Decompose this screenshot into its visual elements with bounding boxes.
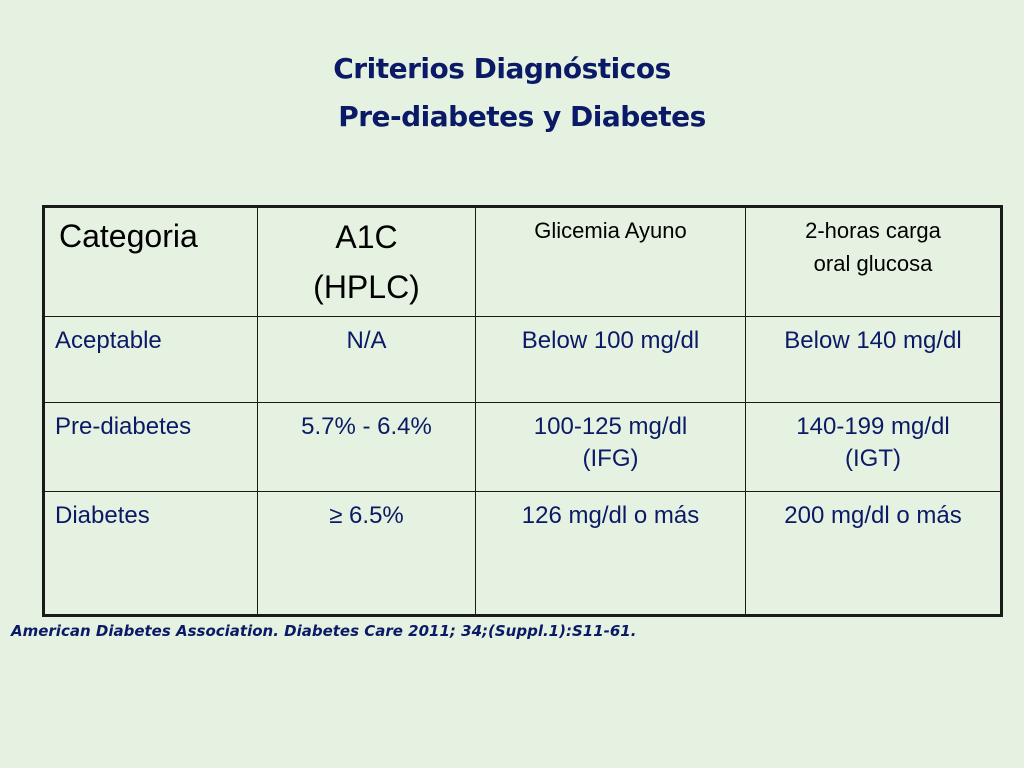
row-label-prediabetes: Pre-diabetes: [43, 402, 258, 492]
cell-carga-line2: (IGT): [845, 445, 901, 472]
cell-a1c: ≥ 6.5%: [257, 491, 476, 616]
cell-carga: 140-199 mg/dl (IGT): [745, 402, 1002, 492]
citation: American Diabetes Association. Diabetes …: [11, 622, 637, 640]
header-categoria: Categoria: [43, 206, 258, 317]
header-carga-line1: 2-horas carga: [805, 218, 941, 243]
header-glicemia: Glicemia Ayuno: [475, 206, 746, 317]
cell-glicemia: 100-125 mg/dl (IFG): [475, 402, 746, 492]
criteria-table: Categoria A1C (HPLC) Glicemia Ayuno 2-ho…: [42, 205, 1003, 617]
cell-a1c: N/A: [257, 316, 476, 403]
cell-glicemia-line1: 100-125 mg/dl: [533, 413, 688, 440]
header-a1c: A1C (HPLC): [257, 206, 476, 317]
cell-glicemia-line1: 126 mg/dl o más: [521, 502, 700, 529]
cell-a1c: 5.7% - 6.4%: [257, 402, 476, 492]
table-row: Diabetes ≥ 6.5% 126 mg/dl o más 200 mg/d…: [43, 491, 1002, 616]
cell-carga: 200 mg/dl o más: [745, 491, 1002, 616]
header-carga-line2: oral glucosa: [813, 251, 933, 276]
cell-glicemia-line1: Below 100 mg/dl: [521, 327, 700, 354]
cell-carga-line1: Below 140 mg/dl: [784, 327, 962, 354]
cell-glicemia-line2: (IFG): [582, 445, 639, 472]
table-row: Pre-diabetes 5.7% - 6.4% 100-125 mg/dl (…: [43, 402, 1002, 492]
cell-carga: Below 140 mg/dl: [745, 316, 1002, 403]
cell-glicemia: 126 mg/dl o más: [475, 491, 746, 616]
header-carga: 2-horas carga oral glucosa: [745, 206, 1002, 317]
row-label-diabetes: Diabetes: [43, 491, 258, 616]
page-subtitle: Pre-diabetes y Diabetes: [338, 100, 706, 133]
cell-carga-line1: 200 mg/dl o más: [784, 502, 962, 529]
cell-glicemia: Below 100 mg/dl: [475, 316, 746, 403]
page-title: Criterios Diagnósticos: [333, 52, 671, 85]
table-row: Aceptable N/A Below 100 mg/dl Below 140 …: [43, 316, 1002, 403]
header-a1c-line1: A1C: [335, 219, 398, 255]
table-header-row: Categoria A1C (HPLC) Glicemia Ayuno 2-ho…: [43, 206, 1002, 317]
header-a1c-line2: (HPLC): [313, 269, 420, 305]
row-label-aceptable: Aceptable: [43, 316, 258, 403]
cell-carga-line1: 140-199 mg/dl: [796, 413, 950, 440]
